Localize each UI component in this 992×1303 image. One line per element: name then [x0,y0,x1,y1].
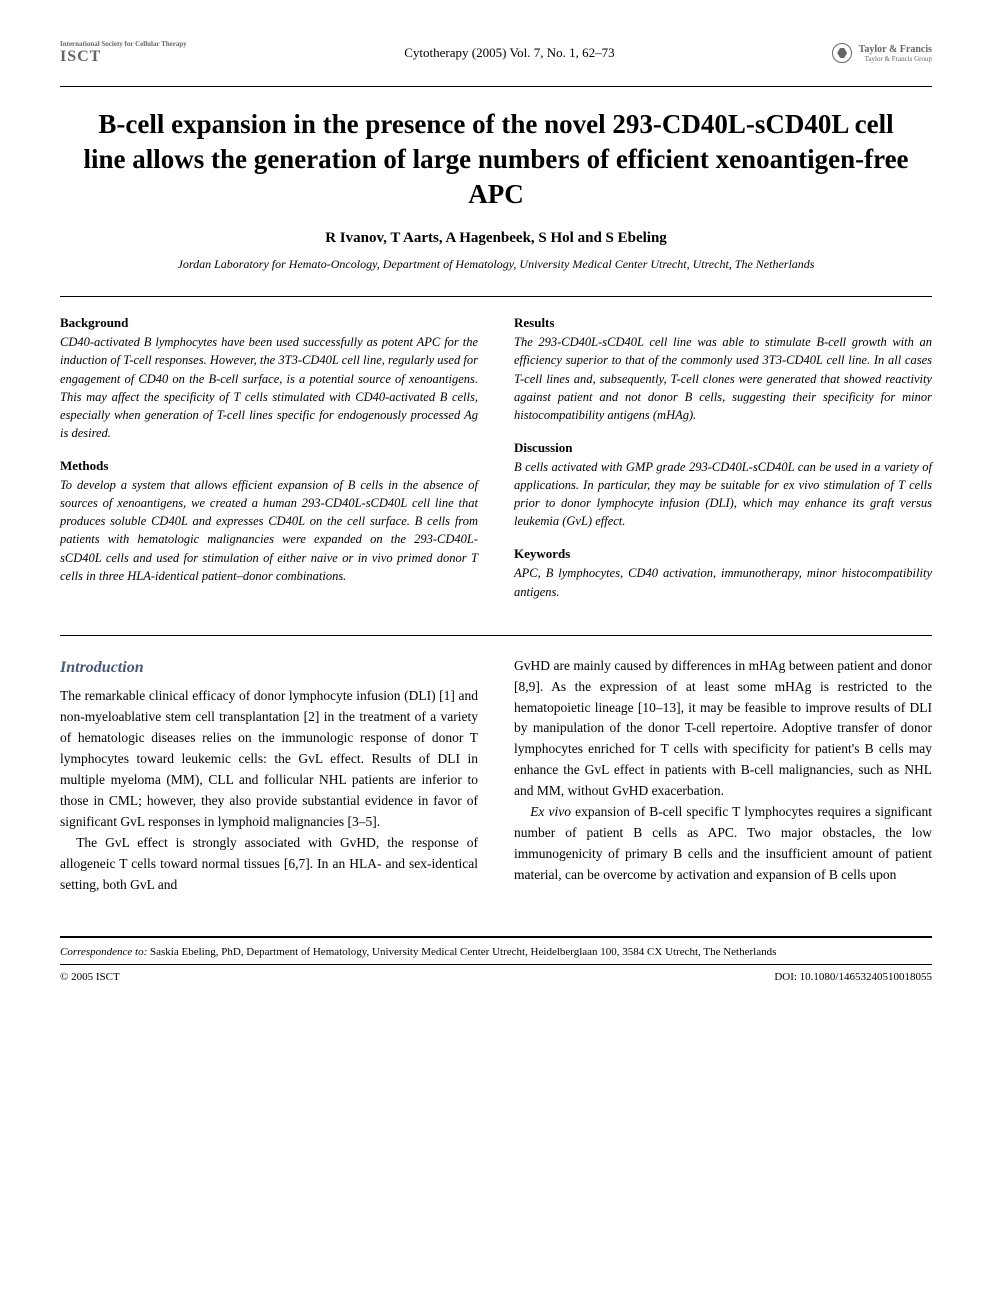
society-acronym: ISCT [60,48,101,65]
correspondence-text: Saskia Ebeling, PhD, Department of Hemat… [147,946,776,958]
body-paragraph: Ex vivo expansion of B-cell specific T l… [514,802,932,886]
author-affiliation: Jordan Laboratory for Hemato-Oncology, D… [60,257,932,272]
society-logo: International Society for Cellular Thera… [60,40,187,66]
divider [60,86,932,87]
abstract-keywords: Keywords APC, B lymphocytes, CD40 activa… [514,546,932,600]
body-left-column: Introduction The remarkable clinical eff… [60,656,478,896]
introduction-heading: Introduction [60,656,478,681]
abstract-heading: Methods [60,458,478,474]
abstract-heading: Discussion [514,440,932,456]
article-title: B-cell expansion in the presence of the … [80,107,912,212]
abstract-heading: Keywords [514,546,932,562]
footer-divider [60,964,932,965]
abstract-background: Background CD40-activated B lymphocytes … [60,315,478,442]
abstract-text: APC, B lymphocytes, CD40 activation, imm… [514,564,932,600]
abstract-text: To develop a system that allows efficien… [60,476,478,585]
abstract-results: Results The 293-CD40L-sCD40L cell line w… [514,315,932,424]
correspondence-label: Correspondence to: [60,946,147,958]
footer-divider [60,936,932,938]
abstract-heading: Results [514,315,932,331]
body-columns: Introduction The remarkable clinical eff… [60,656,932,896]
abstract-left-column: Background CD40-activated B lymphocytes … [60,315,478,616]
divider [60,296,932,297]
correspondence-line: Correspondence to: Saskia Ebeling, PhD, … [60,944,932,961]
doi-text: DOI: 10.1080/14653240510018055 [774,969,932,986]
body-right-column: GvHD are mainly caused by differences in… [514,656,932,896]
body-paragraph: GvHD are mainly caused by differences in… [514,656,932,802]
publisher-icon [832,43,852,63]
body-paragraph: The GvL effect is strongly associated wi… [60,833,478,896]
publisher-logo: Taylor & Francis Taylor & Francis Group [832,43,932,63]
abstract-heading: Background [60,315,478,331]
abstract-methods: Methods To develop a system that allows … [60,458,478,585]
society-top-line: International Society for Cellular Thera… [60,40,187,48]
publisher-subtitle: Taylor & Francis Group [859,55,932,63]
author-list: R Ivanov, T Aarts, A Hagenbeek, S Hol an… [60,230,932,247]
abstract-text: CD40-activated B lymphocytes have been u… [60,333,478,442]
abstract-text: The 293-CD40L-sCD40L cell line was able … [514,333,932,424]
copyright-text: © 2005 ISCT [60,969,120,986]
abstract-text: B cells activated with GMP grade 293-CD4… [514,458,932,531]
abstract-right-column: Results The 293-CD40L-sCD40L cell line w… [514,315,932,616]
abstract-block: Background CD40-activated B lymphocytes … [60,315,932,616]
publisher-name: Taylor & Francis [859,44,932,55]
body-paragraph: The remarkable clinical efficacy of dono… [60,686,478,832]
abstract-discussion: Discussion B cells activated with GMP gr… [514,440,932,531]
page-footer: Correspondence to: Saskia Ebeling, PhD, … [60,936,932,986]
divider [60,635,932,636]
footer-bottom-row: © 2005 ISCT DOI: 10.1080/146532405100180… [60,969,932,986]
journal-reference: Cytotherapy (2005) Vol. 7, No. 1, 62–73 [404,45,614,61]
page-header: International Society for Cellular Thera… [60,40,932,66]
